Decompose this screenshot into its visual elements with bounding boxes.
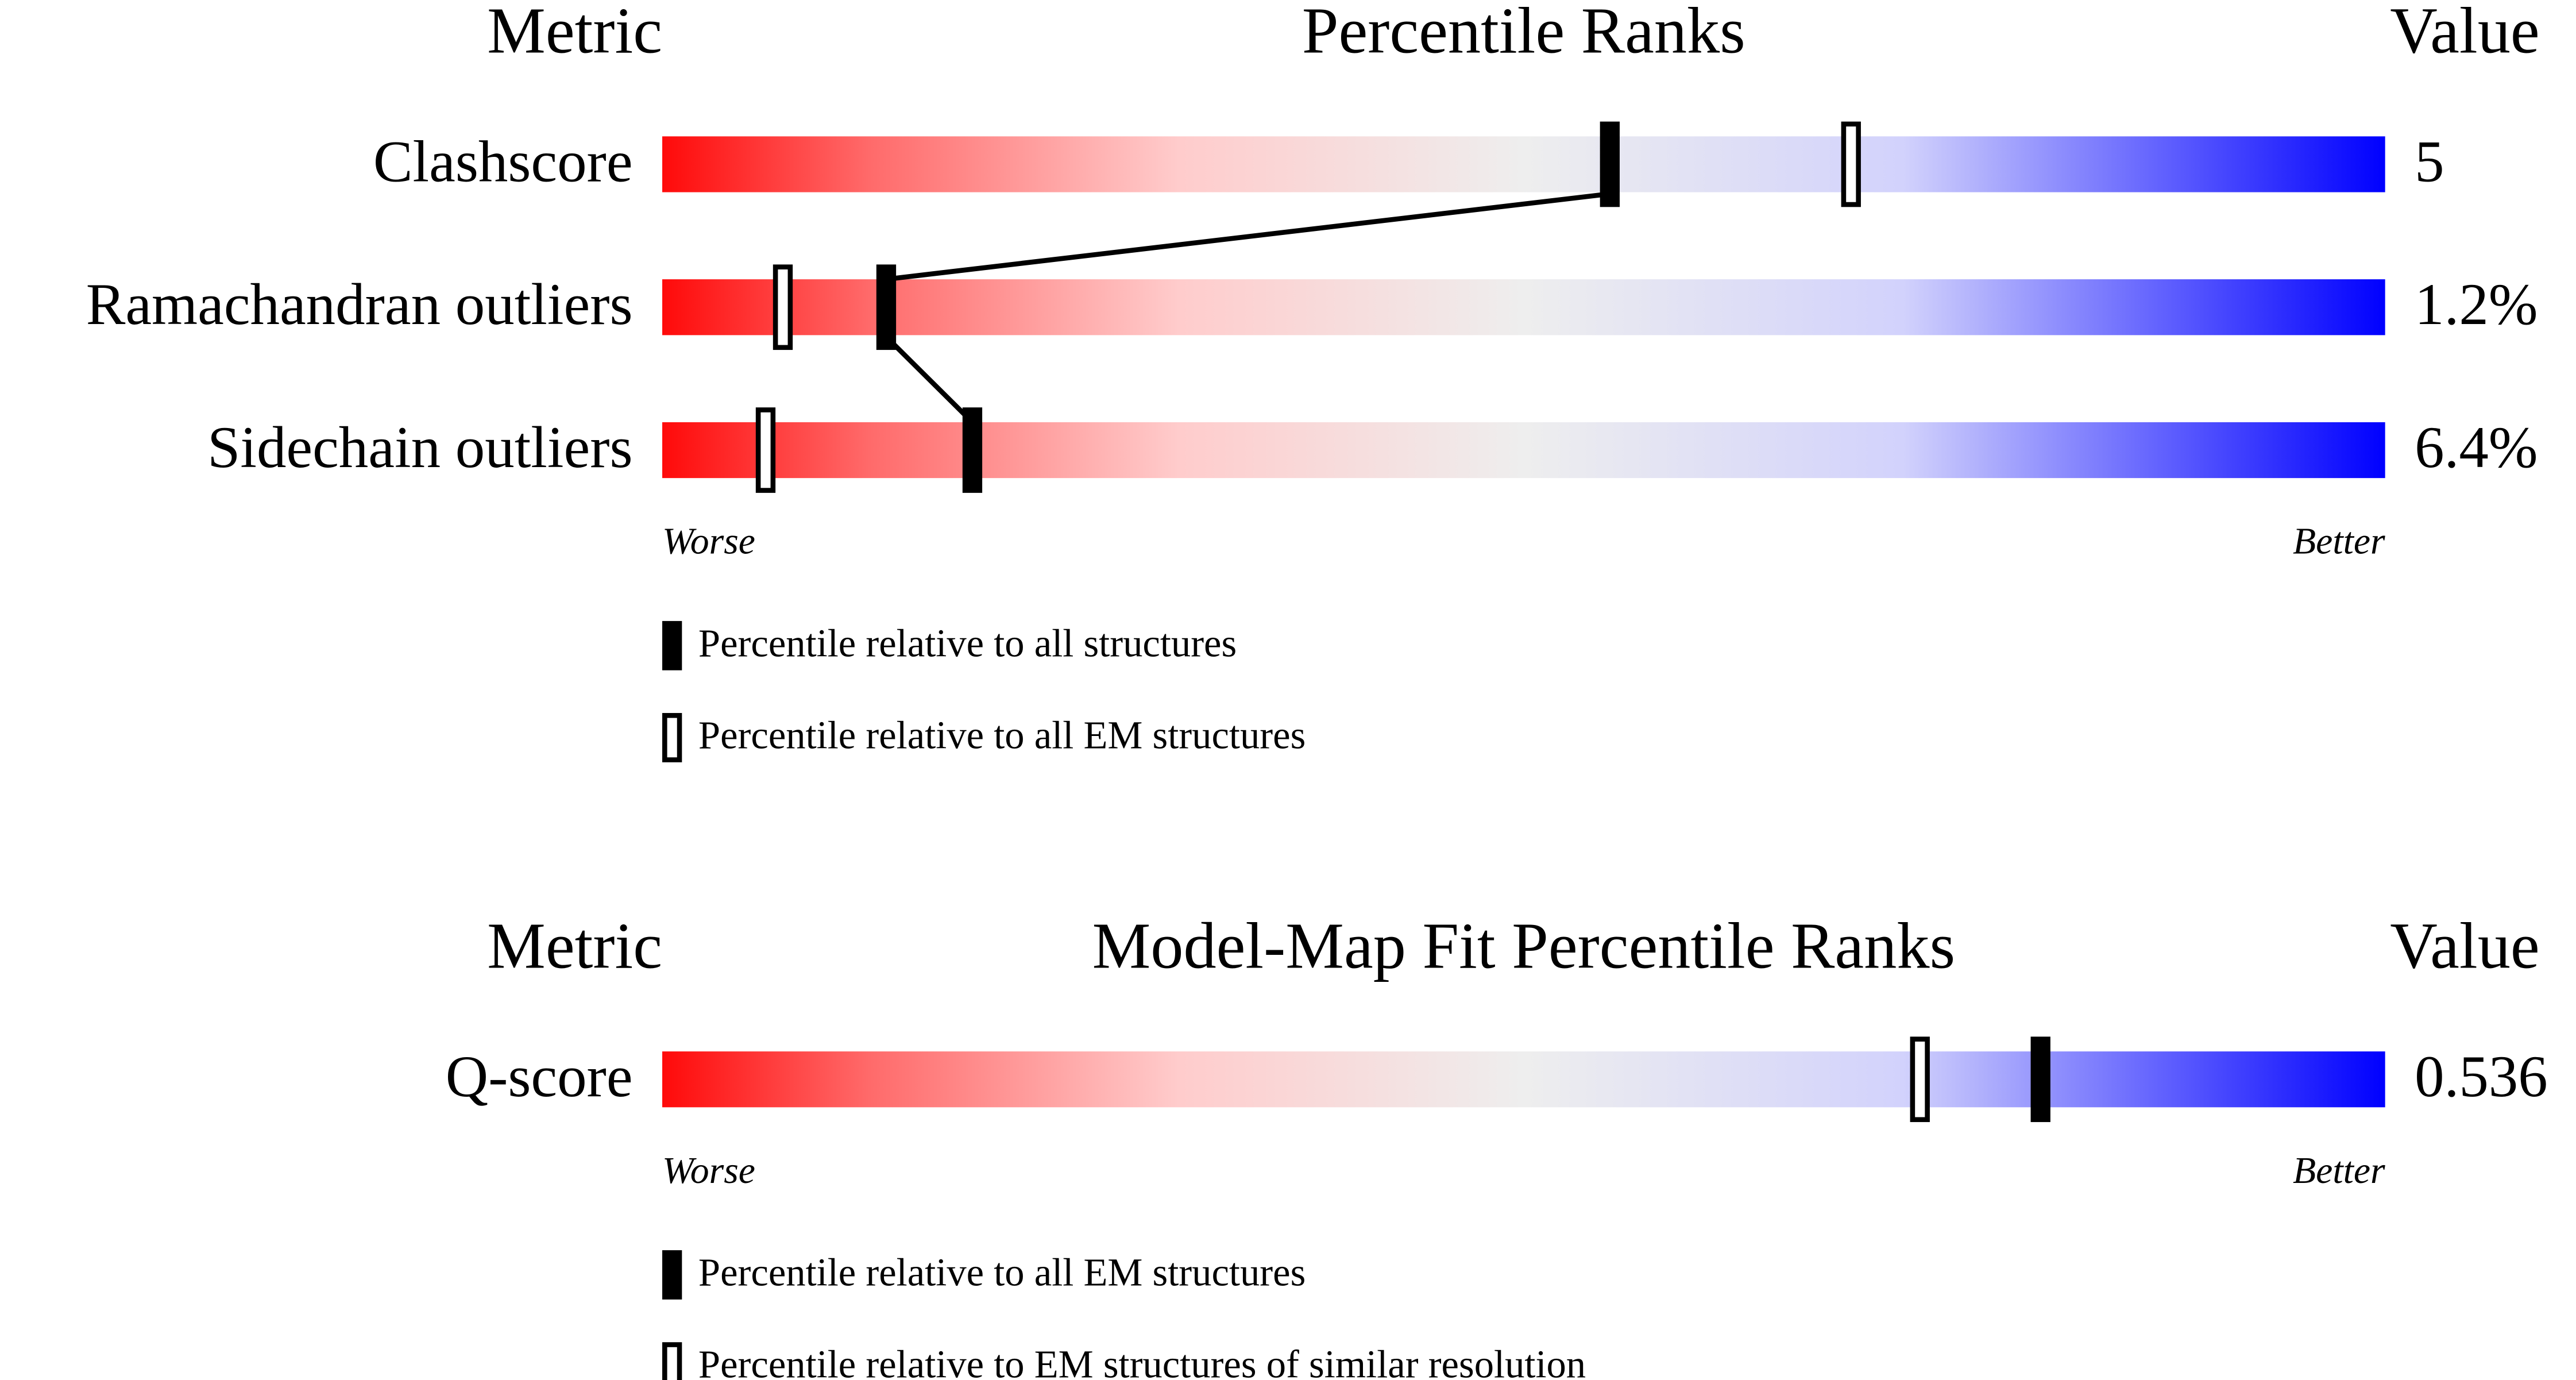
- filled-marker: [2030, 1036, 2050, 1123]
- connector: [884, 335, 974, 424]
- open-marker: [1910, 1036, 1930, 1123]
- connector: [886, 191, 1611, 282]
- legend-label: Percentile relative to all structures: [698, 621, 1237, 665]
- metric-value: 0.536: [2415, 1044, 2548, 1109]
- metric-value: 1.2%: [2415, 272, 2538, 337]
- metric-header: Metric: [487, 0, 662, 67]
- metric-value: 5: [2415, 129, 2444, 194]
- metric-value: 6.4%: [2415, 415, 2538, 480]
- legend-swatch: [662, 620, 682, 670]
- gradient-bar: [662, 422, 2385, 479]
- better-label: Better: [2293, 521, 2385, 562]
- metric-label: Q-score: [446, 1044, 633, 1109]
- legend-label: Percentile relative to all EM structures: [698, 714, 1306, 757]
- filled-marker: [1600, 121, 1620, 207]
- value-header: Value: [2390, 909, 2539, 982]
- gradient-bar: [662, 136, 2385, 192]
- metric-header: Metric: [487, 909, 662, 982]
- gradient-bar: [662, 279, 2385, 336]
- worse-label: Worse: [662, 1150, 755, 1192]
- legend-label: Percentile relative to all EM structures: [698, 1251, 1306, 1294]
- legend-swatch: [662, 1342, 682, 1380]
- worse-label: Worse: [662, 521, 755, 562]
- open-marker: [773, 264, 793, 350]
- panel-title: Percentile Ranks: [1302, 0, 1745, 67]
- filled-marker: [962, 407, 983, 493]
- metric-label: Clashscore: [373, 129, 633, 194]
- gradient-bar: [662, 1051, 2385, 1108]
- metric-label: Ramachandran outliers: [86, 272, 633, 337]
- legend-swatch: [662, 713, 682, 762]
- filled-marker: [876, 264, 897, 350]
- open-marker: [1841, 121, 1861, 207]
- open-marker: [755, 407, 776, 493]
- better-label: Better: [2293, 1150, 2385, 1192]
- legend-swatch: [662, 1250, 682, 1300]
- legend-label: Percentile relative to EM structures of …: [698, 1343, 1586, 1380]
- metric-label: Sidechain outliers: [207, 415, 632, 480]
- panel-title: Model-Map Fit Percentile Ranks: [1092, 909, 1956, 982]
- value-header: Value: [2390, 0, 2539, 67]
